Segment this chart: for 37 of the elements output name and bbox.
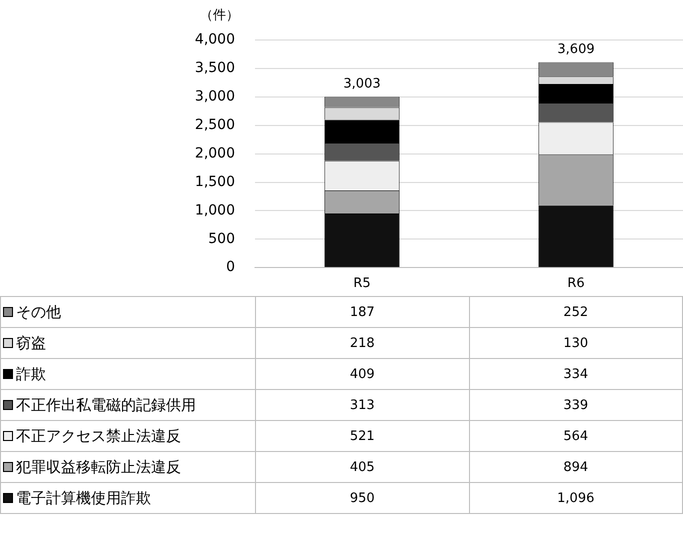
x-tick-label: R5 [353, 276, 371, 291]
y-tick-label: 0 [226, 259, 235, 276]
legend-label: その他 [0, 296, 256, 328]
data-label: 313 [256, 390, 469, 420]
data-label: 1,096 [469, 482, 682, 514]
y-tick-label: 3,500 [194, 60, 235, 76]
y-tick-label: 2,000 [194, 145, 235, 162]
data-label: 894 [469, 452, 682, 482]
data-label: 564 [469, 420, 682, 452]
data-label: 521 [256, 420, 469, 452]
legend-label: 窃盗 [0, 328, 256, 358]
y-tick-label: 1,500 [194, 174, 235, 190]
data-label: 409 [256, 358, 469, 390]
legend-label: 不正アクセス禁止法違反 [0, 420, 256, 452]
bar [538, 84, 614, 103]
legend-label: 犯罪収益移転防止法違反 [0, 452, 256, 482]
legend-label: 電子計算機使用詐欺 [0, 482, 256, 514]
y-tick-label: 2,500 [194, 116, 235, 133]
total-label: 3,003 [343, 76, 381, 92]
y-axis-title: （件） [200, 7, 239, 24]
y-tick-label: 4,000 [194, 32, 235, 48]
data-label: 339 [469, 390, 682, 420]
data-label: 187 [256, 296, 469, 328]
y-tick-label: 1,000 [194, 202, 235, 218]
total-label: 3,609 [557, 42, 595, 58]
data-label: 405 [256, 452, 469, 482]
data-label: 252 [469, 296, 682, 328]
data-label: 218 [256, 328, 469, 358]
y-tick-label: 3,000 [194, 88, 235, 105]
data-label: 950 [256, 482, 469, 514]
legend-label: 詐欺 [0, 358, 256, 390]
legend-label: 不正作出私電磁的記録供用 [0, 390, 256, 420]
data-label: 334 [469, 358, 682, 390]
x-tick-label: R6 [567, 276, 585, 291]
y-tick-label: 500 [208, 230, 235, 247]
data-label: 130 [469, 328, 682, 358]
bar [324, 120, 400, 144]
